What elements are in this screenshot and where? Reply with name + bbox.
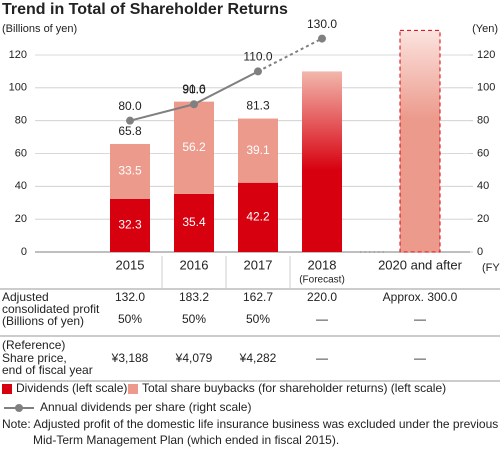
legend-dot: [15, 404, 23, 412]
x-tick-label: 2017: [244, 257, 273, 272]
table-cell: ¥3,188: [111, 351, 149, 365]
y2-tick-label: 60: [477, 147, 489, 159]
table-cell: 162.7: [243, 290, 273, 304]
data-label: 56.2: [182, 140, 206, 154]
line-label: 80.0: [118, 99, 142, 113]
forecast-bar: [302, 71, 342, 253]
chart-title: Trend in Total of Shareholder Returns: [2, 1, 288, 18]
data-label: 32.3: [118, 218, 142, 232]
row-label: (Reference): [2, 338, 65, 352]
y-tick-label: 60: [15, 147, 27, 159]
row-label: Share price,: [2, 351, 67, 365]
note: Note: Adjusted profit of the domestic li…: [2, 417, 498, 431]
table-cell: 50%: [182, 312, 206, 326]
y-tick-label: 40: [15, 180, 27, 192]
y2-tick-label: 80: [477, 115, 489, 127]
line-label: 130.0: [307, 17, 337, 31]
legend-label: Total share buybacks (for shareholder re…: [142, 381, 446, 395]
y2-tick-label: 20: [477, 213, 489, 225]
legend-label: Dividends (left scale): [16, 381, 127, 395]
forecast-bar: [399, 29, 441, 253]
total-label: 65.8: [118, 124, 142, 138]
data-label: 42.2: [246, 210, 270, 224]
total-label: 91.6: [182, 82, 206, 96]
x-tick-label: 2016: [180, 257, 209, 272]
y-axis-label: (Billions of yen): [2, 23, 77, 35]
table-cell: 50%: [118, 312, 142, 326]
line-point: [254, 67, 262, 76]
table-cell: —: [414, 351, 426, 365]
data-label: 35.4: [182, 215, 206, 229]
table-cell: Approx. 300.0: [383, 290, 458, 304]
line-point: [126, 116, 134, 125]
table-cell: —: [414, 312, 426, 326]
legend-swatch: [128, 384, 138, 394]
bar-segment: [174, 193, 214, 252]
bar-segment: [238, 118, 278, 183]
bar-segment: [174, 101, 214, 194]
x-tick-label: 2020 and after: [378, 257, 463, 272]
total-label: 81.3: [246, 99, 270, 113]
y2-tick-label: 0: [477, 246, 483, 258]
legend-label: Annual dividends per share (right scale): [40, 400, 251, 414]
bar-segment: [110, 143, 150, 199]
y-tick-label: 80: [15, 115, 27, 127]
table-cell: 50%: [246, 312, 270, 326]
table-cell: —: [316, 351, 328, 365]
x-tick-note: (Forecast): [299, 275, 345, 286]
table-cell: ¥4,079: [175, 351, 213, 365]
table-cell: 132.0: [115, 290, 145, 304]
data-label: 39.1: [246, 143, 270, 157]
line-label: 90.0: [182, 82, 206, 96]
row-label: (Billions of yen): [2, 314, 84, 328]
line-label: 110.0: [243, 50, 272, 64]
bar-segment: [238, 182, 278, 252]
row-label: consolidated profit: [2, 302, 100, 316]
y2-tick-label: 100: [477, 82, 495, 94]
table-cell: —: [316, 312, 328, 326]
y2-axis-label: (Yen): [472, 23, 498, 35]
y-tick-label: 100: [9, 82, 27, 94]
x-tick-label: 2015: [116, 257, 145, 272]
y-tick-label: 0: [21, 246, 27, 258]
table-cell: ¥4,282: [239, 351, 277, 365]
x-unit: (FY): [482, 262, 500, 274]
x-tick-label: 2018: [308, 257, 337, 272]
line-point: [190, 100, 198, 109]
y2-tick-label: 120: [477, 49, 495, 61]
note: Mid-Term Management Plan (which ended in…: [33, 433, 339, 447]
y2-tick-label: 40: [477, 180, 489, 192]
data-label: 33.5: [118, 164, 142, 178]
y-tick-label: 20: [15, 213, 27, 225]
bar-segment: [110, 198, 150, 252]
row-label: Adjusted: [2, 290, 49, 304]
line-point: [318, 34, 326, 43]
row-label: end of fiscal year: [2, 363, 93, 377]
legend-swatch: [2, 384, 12, 394]
table-cell: 183.2: [179, 290, 209, 304]
table-cell: 220.0: [307, 290, 337, 304]
y-tick-label: 120: [9, 49, 27, 61]
